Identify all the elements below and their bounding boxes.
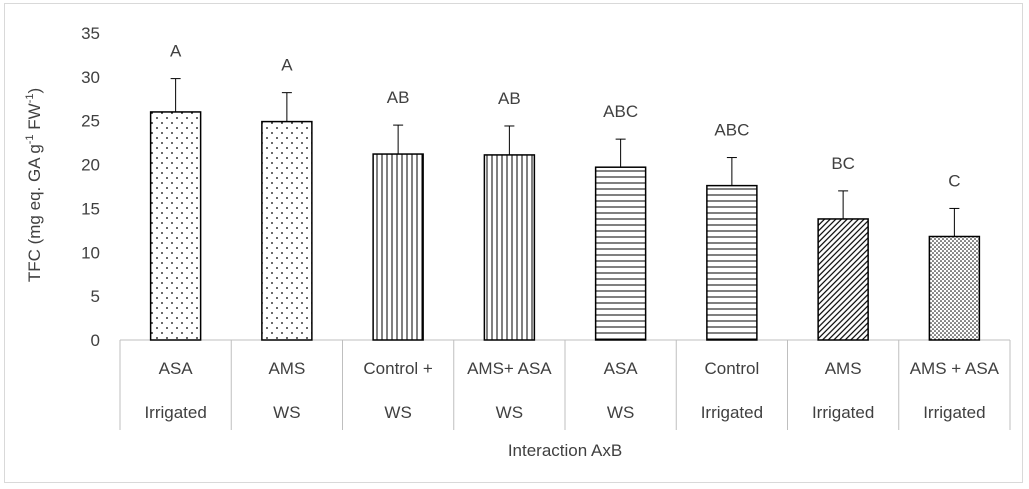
x-tick-label-bottom: WS — [607, 403, 634, 422]
significance-letter: AB — [498, 89, 521, 108]
x-tick-label-bottom: WS — [273, 403, 300, 422]
x-tick-label-top: AMS+ ASA — [467, 359, 552, 378]
x-tick-label-top: Control — [704, 359, 759, 378]
x-tick-label-bottom: WS — [384, 403, 411, 422]
y-tick-label: 20 — [81, 156, 100, 175]
x-axis — [119, 339, 1011, 430]
y-axis-title-main: TFC (mg eq. GA g — [25, 144, 44, 282]
x-tick-label-top: AMS + ASA — [910, 359, 1000, 378]
y-axis-ticks: 0 5 10 15 20 25 30 35 — [81, 24, 100, 350]
y-axis-title-sup1: -1 — [24, 134, 36, 144]
y-axis-title-sup2: -1 — [24, 94, 36, 104]
bar — [261, 120, 313, 341]
significance-letter: AB — [387, 88, 410, 107]
x-tick-label-top: ASA — [604, 359, 639, 378]
significance-letter: BC — [831, 154, 855, 173]
x-tick-label-bottom: Irrigated — [144, 403, 206, 422]
y-axis-title-end: ) — [25, 88, 44, 94]
x-tick-label-top: ASA — [159, 359, 194, 378]
bar — [928, 235, 981, 341]
x-axis-title: Interaction AxB — [508, 441, 622, 460]
y-tick-label: 5 — [91, 287, 100, 306]
bar — [483, 154, 536, 341]
y-tick-label: 0 — [91, 331, 100, 350]
x-tick-label-top: AMS — [825, 359, 862, 378]
bar — [594, 166, 647, 341]
bars: A A AB AB ABC ABC BC C — [149, 42, 981, 341]
y-tick-label: 25 — [81, 112, 100, 131]
y-tick-label: 15 — [81, 199, 100, 218]
x-tick-label-bottom: Irrigated — [701, 403, 763, 422]
x-tick-label-bottom: Irrigated — [923, 403, 985, 422]
x-axis-category-labels: ASA Irrigated AMS WS Control + WS AMS+ ASA WS AS… — [144, 359, 999, 422]
significance-letter: ABC — [714, 121, 749, 140]
y-axis-title-mid: FW — [25, 103, 44, 134]
bar — [817, 218, 869, 341]
y-axis-title: TFC (mg eq. GA g-1 FW-1) — [24, 88, 44, 282]
y-tick-label: 35 — [81, 24, 100, 43]
x-tick-label-top: Control + — [363, 359, 433, 378]
bar — [706, 184, 758, 341]
bar — [372, 153, 424, 341]
significance-letter: C — [948, 171, 960, 190]
y-tick-label: 10 — [81, 243, 100, 262]
y-tick-label: 30 — [81, 68, 100, 87]
significance-letter: A — [170, 42, 182, 61]
bar — [149, 111, 202, 341]
x-tick-label-bottom: Irrigated — [812, 403, 874, 422]
x-tick-label-bottom: WS — [496, 403, 523, 422]
x-tick-label-top: AMS — [268, 359, 305, 378]
significance-letter: ABC — [603, 102, 638, 121]
significance-letter: A — [281, 56, 293, 75]
